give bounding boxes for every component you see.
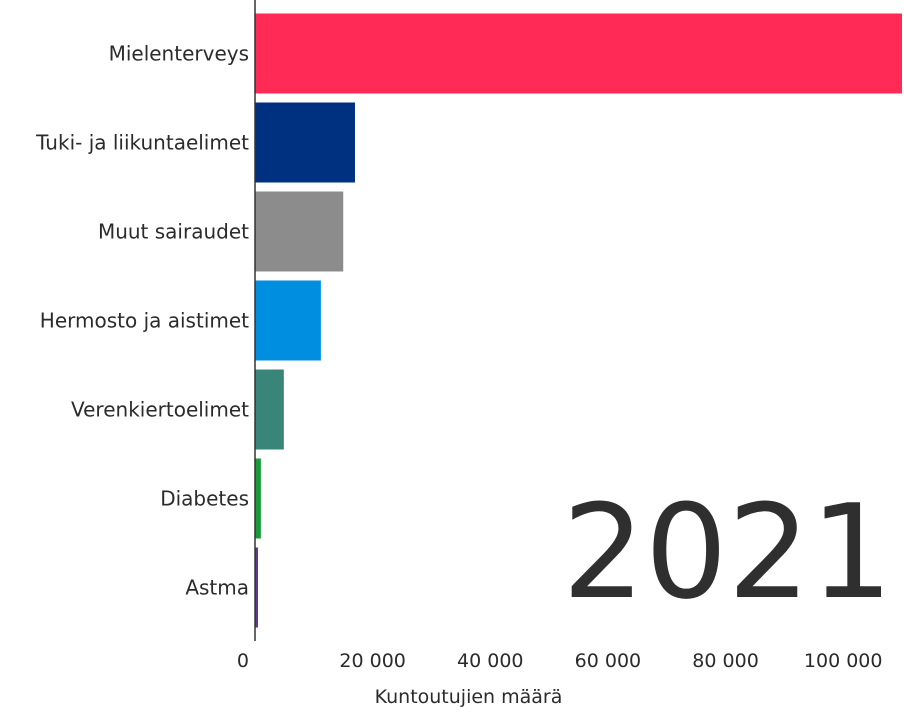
bar-1	[255, 102, 355, 183]
x-tick-label: 100 000	[804, 650, 883, 672]
category-label: Mielenterveys	[109, 42, 249, 66]
category-label: Muut sairaudet	[98, 220, 249, 244]
category-labels: Mielenterveys Tuki- ja liikuntaelimet Muut…	[35, 42, 249, 600]
year-label: 2021	[562, 476, 893, 628]
x-tick-label: 60 000	[575, 650, 641, 672]
category-label: Astma	[185, 576, 249, 600]
category-label: Tuki- ja liikuntaelimet	[35, 131, 249, 155]
x-tick-label: 80 000	[692, 650, 758, 672]
x-tick-label: 20 000	[339, 650, 405, 672]
bar-6	[255, 547, 258, 628]
bar-4	[255, 369, 284, 450]
bar-5	[255, 458, 261, 539]
category-label: Diabetes	[160, 487, 249, 511]
x-axis-title: Kuntoutujien määrä	[375, 686, 563, 708]
bar-0	[255, 13, 902, 94]
bars-group	[255, 13, 902, 628]
x-tick-label: 0	[237, 650, 249, 672]
x-tick-label: 40 000	[457, 650, 523, 672]
bar-2	[255, 191, 344, 272]
bar-3	[255, 280, 321, 361]
x-tick-labels: 0 20 000 40 000 60 000 80 000 100 000	[237, 650, 883, 672]
category-label: Verenkiertoelimet	[71, 398, 249, 422]
category-label: Hermosto ja aistimet	[40, 309, 249, 333]
